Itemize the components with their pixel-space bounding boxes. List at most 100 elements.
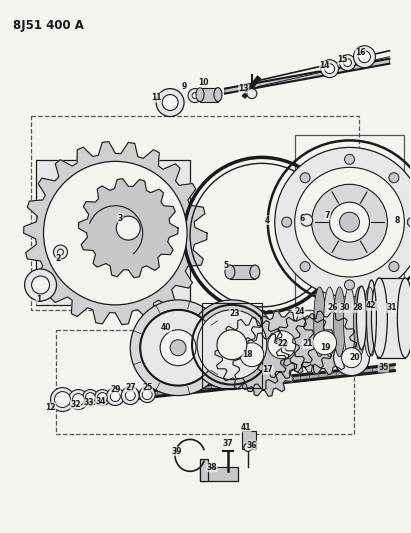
Ellipse shape — [389, 262, 399, 271]
Ellipse shape — [339, 212, 360, 232]
Ellipse shape — [353, 46, 375, 68]
Ellipse shape — [339, 55, 356, 71]
Text: 42: 42 — [366, 301, 377, 310]
Ellipse shape — [356, 286, 367, 350]
Text: 5: 5 — [223, 261, 229, 270]
Ellipse shape — [97, 393, 107, 402]
Text: 19: 19 — [320, 343, 331, 352]
Ellipse shape — [214, 87, 222, 102]
Ellipse shape — [389, 173, 399, 183]
Text: 33: 33 — [83, 398, 94, 407]
Text: 13: 13 — [239, 84, 249, 93]
Text: 12: 12 — [45, 403, 56, 412]
Bar — [36, 160, 190, 305]
Text: 41: 41 — [240, 423, 251, 432]
Ellipse shape — [374, 287, 386, 357]
Ellipse shape — [344, 280, 355, 290]
Text: 14: 14 — [319, 61, 330, 70]
Ellipse shape — [188, 88, 202, 102]
Ellipse shape — [301, 214, 313, 226]
Ellipse shape — [397, 278, 411, 358]
Ellipse shape — [55, 392, 70, 408]
Ellipse shape — [323, 287, 335, 357]
Ellipse shape — [58, 249, 63, 255]
Text: 8: 8 — [395, 216, 400, 224]
Ellipse shape — [334, 287, 346, 357]
Bar — [200, 87, 218, 102]
Text: 22: 22 — [277, 339, 288, 348]
Text: 26: 26 — [327, 303, 338, 312]
Ellipse shape — [187, 300, 277, 390]
Ellipse shape — [300, 173, 310, 183]
Ellipse shape — [162, 94, 178, 110]
Ellipse shape — [197, 310, 267, 379]
Ellipse shape — [358, 51, 370, 63]
Ellipse shape — [140, 310, 216, 385]
Polygon shape — [248, 311, 316, 378]
Ellipse shape — [142, 390, 152, 400]
Ellipse shape — [170, 340, 186, 356]
Ellipse shape — [53, 245, 67, 259]
Text: 31: 31 — [386, 303, 397, 312]
Ellipse shape — [344, 287, 356, 357]
Ellipse shape — [116, 216, 140, 240]
Bar — [230, 265, 255, 279]
Ellipse shape — [160, 330, 196, 366]
Ellipse shape — [125, 391, 135, 400]
Text: 34: 34 — [95, 397, 106, 406]
Polygon shape — [233, 333, 297, 397]
Text: 30: 30 — [339, 303, 350, 312]
Ellipse shape — [106, 387, 124, 406]
Text: 9: 9 — [181, 82, 187, 91]
Ellipse shape — [156, 88, 184, 117]
Ellipse shape — [192, 93, 198, 99]
Polygon shape — [225, 59, 389, 94]
Ellipse shape — [312, 184, 388, 260]
Polygon shape — [275, 313, 335, 373]
Polygon shape — [79, 179, 178, 278]
Ellipse shape — [139, 386, 155, 402]
Ellipse shape — [342, 348, 361, 368]
Text: 35: 35 — [378, 363, 388, 372]
Bar — [200, 467, 238, 481]
Text: 32: 32 — [70, 400, 81, 409]
Ellipse shape — [225, 265, 235, 279]
Ellipse shape — [247, 88, 257, 99]
Text: 10: 10 — [198, 78, 208, 87]
Ellipse shape — [313, 331, 337, 354]
Text: 15: 15 — [337, 55, 348, 64]
Text: 6: 6 — [299, 214, 304, 223]
Text: 29: 29 — [110, 385, 120, 394]
Polygon shape — [23, 142, 207, 325]
Text: 17: 17 — [263, 365, 273, 374]
Ellipse shape — [344, 59, 351, 67]
Ellipse shape — [393, 287, 405, 357]
Text: 8J51 400 A: 8J51 400 A — [13, 19, 83, 32]
Ellipse shape — [372, 278, 388, 358]
Polygon shape — [215, 318, 289, 392]
Text: 18: 18 — [242, 350, 253, 359]
Text: 36: 36 — [247, 441, 257, 450]
Ellipse shape — [83, 390, 98, 406]
Ellipse shape — [130, 300, 226, 395]
Ellipse shape — [44, 161, 187, 305]
Ellipse shape — [32, 276, 50, 294]
Ellipse shape — [275, 148, 411, 297]
Text: 24: 24 — [294, 308, 305, 317]
Ellipse shape — [325, 63, 335, 74]
Ellipse shape — [240, 343, 264, 367]
Ellipse shape — [95, 390, 110, 406]
Text: 39: 39 — [172, 447, 182, 456]
Ellipse shape — [110, 392, 120, 401]
Ellipse shape — [250, 265, 260, 279]
Ellipse shape — [330, 202, 369, 242]
Ellipse shape — [295, 167, 404, 277]
Text: 3: 3 — [118, 214, 123, 223]
Text: 7: 7 — [325, 211, 330, 220]
Bar — [295, 135, 404, 310]
Ellipse shape — [282, 217, 292, 227]
Bar — [242, 431, 256, 449]
Ellipse shape — [25, 269, 56, 301]
Ellipse shape — [69, 390, 88, 409]
Ellipse shape — [353, 287, 365, 357]
